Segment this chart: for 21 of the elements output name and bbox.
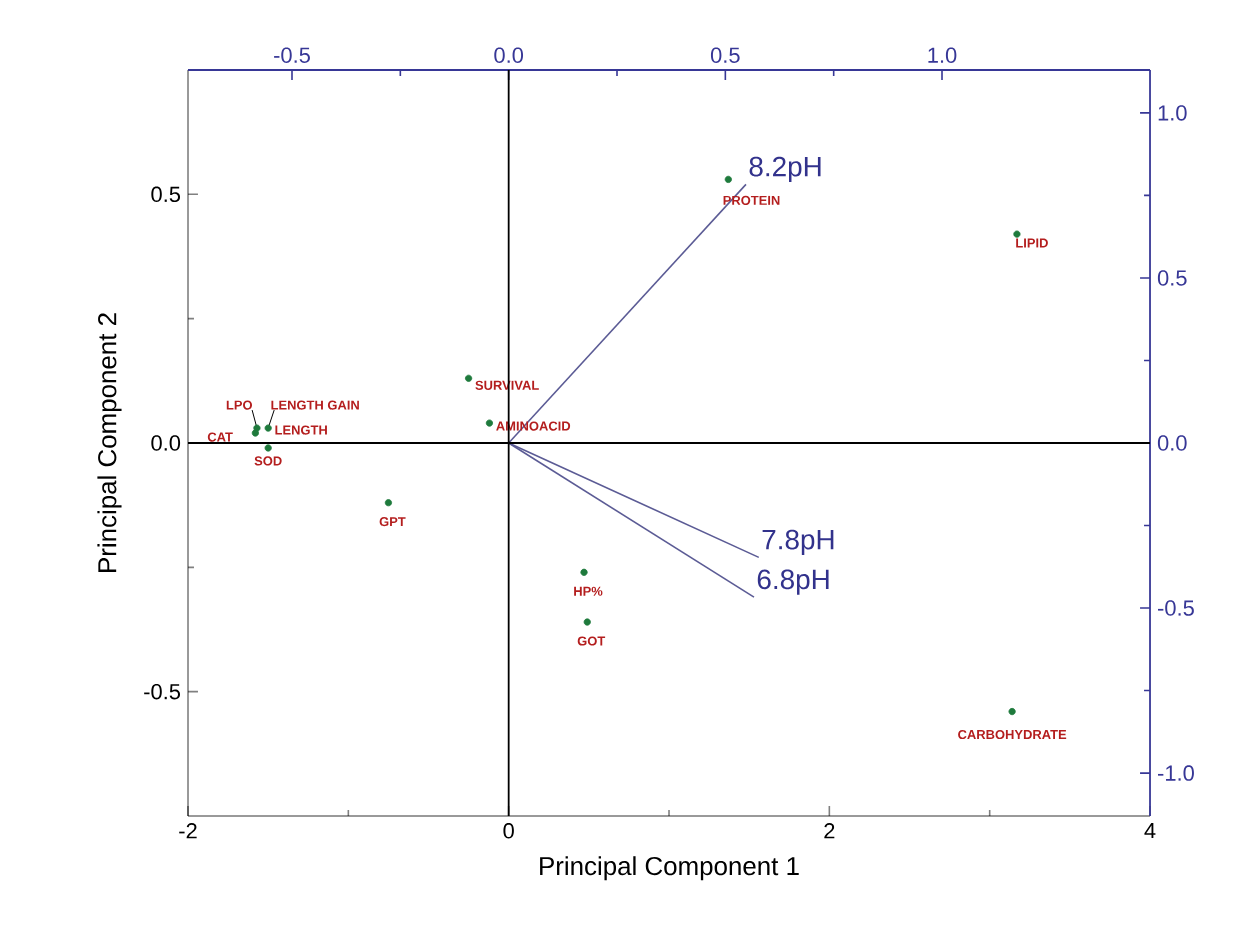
x2-tick-label: 0.0 — [494, 47, 524, 63]
x2-tick-label: -0.5 — [274, 47, 310, 63]
x-tick-label: 4 — [1144, 823, 1156, 839]
y-tick-label: -0.5 — [144, 683, 181, 700]
y-tick-label: 0.0 — [151, 435, 181, 451]
series-label: 7.8pH — [762, 529, 834, 555]
x2-tick-label: 1.0 — [928, 47, 957, 63]
series-label: 6.8pH — [757, 569, 829, 595]
x-tick-label: 0 — [503, 823, 514, 839]
x2-tick-label: 0.5 — [710, 47, 740, 63]
x-axis-title: Principal Component 1 — [540, 856, 799, 881]
y2-tick-label: 0.5 — [1157, 270, 1187, 286]
y2-tick-label: -0.5 — [1158, 600, 1194, 616]
series-label: 8.2pH — [749, 156, 821, 182]
y-tick-label: 0.5 — [151, 186, 181, 203]
y2-tick-label: -1.0 — [1158, 765, 1194, 781]
y-axis-title: Principal Component 2 — [97, 313, 122, 572]
x-tick-label: 2 — [824, 823, 835, 839]
y2-tick-label: 1.0 — [1158, 105, 1187, 121]
y2-tick-label: 0.0 — [1157, 435, 1187, 451]
x-tick-label: -2 — [179, 823, 197, 839]
